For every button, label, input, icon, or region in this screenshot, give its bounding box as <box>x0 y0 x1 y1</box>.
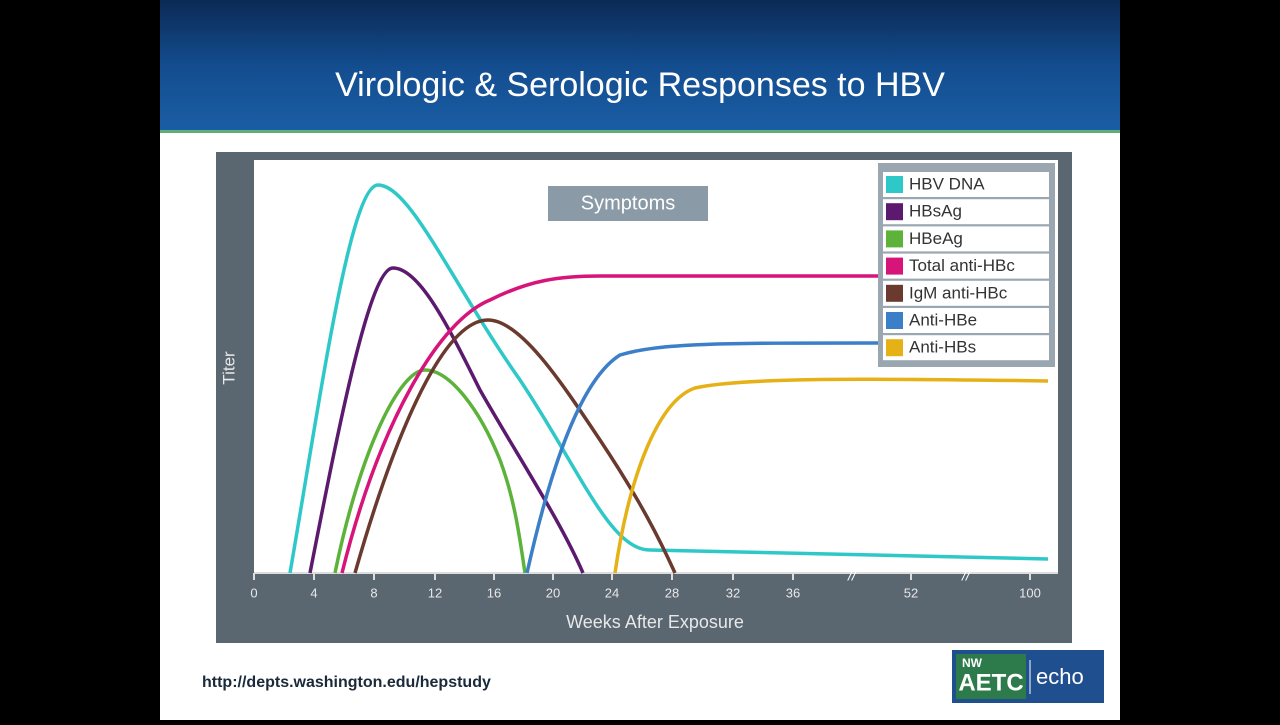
curve <box>613 377 1049 574</box>
logo-text: NW <box>962 656 983 670</box>
logo-text: echo <box>1036 664 1084 689</box>
legend-label: HBV DNA <box>909 174 985 193</box>
symptoms-box <box>548 186 708 221</box>
x-tick-label: 12 <box>428 585 442 600</box>
curve <box>308 266 585 574</box>
x-tick-label: 0 <box>250 585 257 600</box>
curve <box>340 274 878 574</box>
axis-break: // <box>961 568 972 584</box>
axis-break: // <box>847 568 858 584</box>
x-tick-label: 36 <box>786 585 800 600</box>
x-tick-label: 52 <box>904 585 918 600</box>
legend-swatch <box>886 339 903 357</box>
x-tick-label: 28 <box>665 585 679 600</box>
x-tick-label: 16 <box>487 585 501 600</box>
legend-label: HBeAg <box>909 229 963 248</box>
x-axis-label: Weeks After Exposure <box>566 612 744 632</box>
x-tick-label: 32 <box>726 585 740 600</box>
legend-swatch <box>886 312 903 329</box>
legend-row <box>883 199 1049 225</box>
legend-label: HBsAg <box>909 202 962 221</box>
header-rule <box>160 130 1120 133</box>
legend-label: Anti-HBs <box>909 338 976 357</box>
legend-row <box>883 226 1049 252</box>
x-tick-label: 24 <box>605 585 619 600</box>
legend-swatch <box>886 230 903 248</box>
x-tick-label: 100 <box>1019 585 1041 600</box>
legend-row <box>883 308 1049 333</box>
slide-title: Virologic & Serologic Responses to HBV <box>335 66 945 104</box>
curve <box>288 183 1049 574</box>
legend-row <box>883 280 1049 306</box>
y-axis-label: Titer <box>219 351 238 385</box>
legend-label: IgM anti-HBc <box>909 283 1008 302</box>
curve <box>525 341 879 574</box>
legend-swatch <box>886 257 903 275</box>
curve <box>353 318 677 574</box>
x-ticks: 0 4 8 12 16 20 24 28 32 36 52 100 <box>250 573 1041 600</box>
x-tick-label: 4 <box>310 585 317 600</box>
legend-swatch <box>886 284 903 302</box>
source-url: http://depts.washington.edu/hepstudy <box>202 674 491 691</box>
legend-row <box>883 335 1049 361</box>
legend-swatch <box>886 176 903 193</box>
x-tick-label: 8 <box>370 585 377 600</box>
annotation: Symptoms <box>581 192 675 214</box>
header <box>160 0 1120 133</box>
curve <box>333 368 527 574</box>
legend-label: Total anti-HBc <box>909 256 1015 275</box>
legend-entries: HBV DNA HBsAg HBeAg Total anti-HBc IgM anti-… <box>883 172 1049 361</box>
legend-row <box>883 172 1049 197</box>
x-tick-label: 20 <box>546 585 560 600</box>
legend-label: Anti-HBe <box>909 310 977 329</box>
legend-row <box>883 253 1049 279</box>
curves <box>288 183 1049 574</box>
logo-text: AETC <box>958 669 1023 696</box>
logo-left <box>956 654 1026 699</box>
legend-swatch <box>886 203 903 221</box>
